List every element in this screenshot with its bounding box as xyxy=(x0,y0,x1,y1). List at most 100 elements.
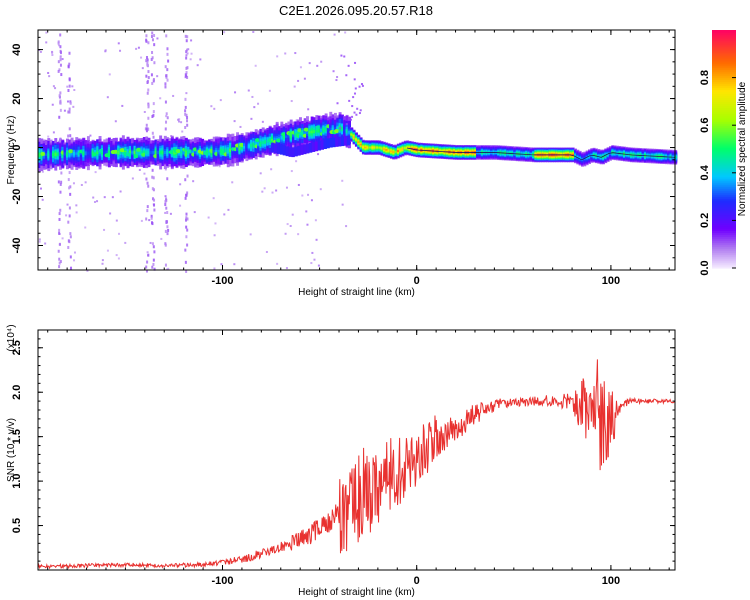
colorbar-cell xyxy=(712,234,736,237)
speckle xyxy=(186,52,189,55)
colorbar-cell xyxy=(712,190,736,194)
speckle xyxy=(358,85,361,88)
colorbar-cell xyxy=(712,200,736,204)
streak-speckle xyxy=(147,88,150,92)
spectral-cell xyxy=(38,152,41,157)
spectral-cell xyxy=(285,135,288,138)
streak-speckle xyxy=(166,52,169,56)
secondary-ridge-cell xyxy=(300,145,304,155)
speckle xyxy=(295,160,298,163)
speckle xyxy=(41,170,44,173)
speckle xyxy=(335,79,338,82)
streak-speckle xyxy=(147,41,150,45)
streak-speckle xyxy=(185,225,188,229)
spectral-cell xyxy=(350,133,354,136)
speckle xyxy=(54,87,57,90)
streak-speckle xyxy=(59,33,62,37)
speckle xyxy=(104,49,107,52)
x-axis-label: Height of straight line (km) xyxy=(298,287,415,298)
colorbar-cell xyxy=(712,158,736,162)
colorbar-cell xyxy=(712,49,736,53)
y-axis-label: Frequency (Hz) xyxy=(6,116,17,185)
streak-speckle xyxy=(185,39,188,43)
streak-speckle xyxy=(153,34,156,38)
streak-speckle xyxy=(145,129,148,133)
speckle xyxy=(316,64,319,67)
speckle xyxy=(276,262,279,265)
spectral-cell xyxy=(282,135,286,139)
speckle xyxy=(103,196,106,199)
ridge-core-line xyxy=(406,147,676,161)
spectral-cell xyxy=(212,149,216,154)
colorbar-cell xyxy=(712,133,736,136)
spectral-cell xyxy=(47,152,51,157)
streak-speckle xyxy=(184,97,187,101)
spectral-cell xyxy=(194,150,198,154)
streak-speckle xyxy=(67,89,70,93)
spectral-cell xyxy=(117,150,121,155)
speckle xyxy=(109,212,112,215)
streak-speckle xyxy=(67,110,70,114)
speckle xyxy=(115,254,118,257)
secondary-ridge-cell xyxy=(282,145,287,156)
streak-speckle xyxy=(57,69,60,73)
spectral-cell xyxy=(310,130,314,134)
colorbar-cell xyxy=(712,55,736,59)
speckle xyxy=(73,88,76,91)
streak-speckle xyxy=(58,265,61,269)
spectral-cell xyxy=(58,152,62,157)
streak-speckle xyxy=(146,79,149,83)
speckle xyxy=(270,168,273,171)
speckle xyxy=(339,127,342,130)
speckle xyxy=(63,109,66,112)
streak-speckle xyxy=(68,84,71,88)
streak-speckle xyxy=(151,187,154,191)
spectral-cell xyxy=(70,151,74,156)
colorbar-cell xyxy=(712,256,736,259)
streak-speckle xyxy=(166,116,169,120)
speckle xyxy=(93,200,96,203)
speckle xyxy=(190,39,193,42)
streak-speckle xyxy=(186,119,189,123)
colorbar-cell xyxy=(712,164,736,168)
speckle xyxy=(234,91,237,94)
speckle xyxy=(297,79,300,82)
streak-speckle xyxy=(147,70,150,74)
streak-speckle xyxy=(152,176,155,180)
streak-speckle xyxy=(67,178,70,182)
colorbar-cell xyxy=(712,123,736,126)
speckle xyxy=(308,62,311,65)
streak-speckle xyxy=(59,63,62,67)
spectral-cell xyxy=(359,143,363,146)
streak-speckle xyxy=(167,59,170,63)
spectral-blob xyxy=(303,127,309,132)
speckle xyxy=(51,53,54,56)
colorbar-cell xyxy=(712,258,736,261)
y-tick-label: 1.0 xyxy=(11,473,23,488)
streak-speckle xyxy=(145,59,148,63)
spectral-cell xyxy=(576,156,580,158)
speckle xyxy=(341,179,344,182)
spectral-cell xyxy=(226,148,230,153)
speckle xyxy=(75,211,78,214)
speckle xyxy=(73,259,76,262)
streak-speckle xyxy=(151,197,154,201)
streak-speckle xyxy=(145,123,148,127)
streak-speckle xyxy=(184,112,187,116)
streak-speckle xyxy=(58,217,61,221)
spectral-blob xyxy=(136,147,142,152)
speckle xyxy=(239,125,242,128)
streak-speckle xyxy=(166,225,169,229)
speckle xyxy=(71,85,74,88)
speckle xyxy=(340,54,343,57)
colorbar-cell xyxy=(712,113,736,116)
spectral-blob xyxy=(254,138,260,143)
colorbar-cell xyxy=(712,194,736,198)
speckle xyxy=(353,92,356,95)
secondary-ridge-cell xyxy=(329,137,333,148)
spectral-cell xyxy=(380,147,384,150)
colorbar-cell xyxy=(712,39,736,43)
speckle xyxy=(210,105,213,108)
streak-speckle xyxy=(60,171,63,175)
secondary-ridge-cell xyxy=(271,142,275,153)
